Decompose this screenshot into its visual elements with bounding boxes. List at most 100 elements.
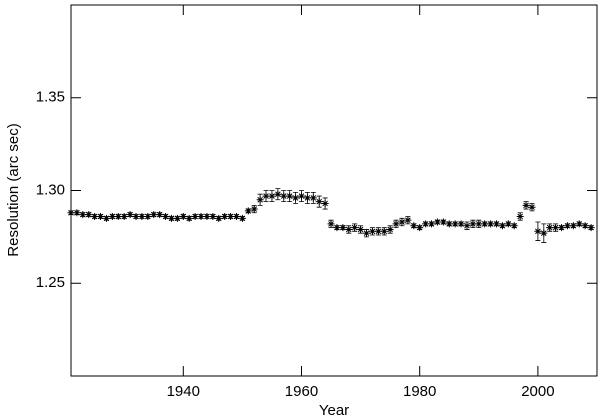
marker: [498, 222, 506, 230]
marker: [215, 214, 223, 222]
marker: [345, 225, 353, 233]
marker: [510, 222, 518, 230]
marker: [167, 214, 175, 222]
y-tick-label: 1.35: [36, 89, 65, 106]
marker: [581, 222, 589, 230]
marker: [587, 224, 595, 232]
marker: [475, 220, 483, 228]
marker: [179, 212, 187, 220]
marker: [203, 212, 211, 220]
marker: [162, 212, 170, 220]
marker: [227, 212, 235, 220]
marker: [416, 224, 424, 232]
marker: [528, 203, 536, 211]
marker: [232, 212, 240, 220]
marker: [380, 227, 388, 235]
marker: [126, 211, 134, 219]
marker: [108, 212, 116, 220]
marker: [197, 212, 205, 220]
marker: [262, 192, 270, 200]
marker: [558, 224, 566, 232]
marker: [132, 212, 140, 220]
marker: [540, 229, 548, 237]
marker: [534, 227, 542, 235]
x-tick-label: 1940: [167, 383, 200, 400]
marker: [392, 220, 400, 228]
plot-frame: [70, 4, 598, 377]
marker: [546, 224, 554, 232]
marker: [493, 220, 501, 228]
marker: [469, 220, 477, 228]
marker: [102, 214, 110, 222]
marker: [209, 212, 217, 220]
marker: [173, 214, 181, 222]
marker: [386, 225, 394, 233]
marker: [185, 214, 193, 222]
marker: [303, 194, 311, 202]
marker: [575, 220, 583, 228]
marker: [321, 199, 329, 207]
marker: [439, 218, 447, 226]
marker: [516, 212, 524, 220]
marker: [363, 229, 371, 237]
marker: [280, 192, 288, 200]
marker: [404, 216, 412, 224]
x-axis-label: Year: [319, 402, 349, 419]
marker: [144, 212, 152, 220]
marker: [398, 218, 406, 226]
marker: [368, 227, 376, 235]
marker: [256, 196, 264, 204]
marker: [274, 190, 282, 198]
marker: [250, 205, 258, 213]
marker: [433, 218, 441, 226]
marker: [428, 220, 436, 228]
marker: [463, 222, 471, 230]
marker: [445, 220, 453, 228]
y-tick-label: 1.25: [36, 274, 65, 291]
marker: [73, 209, 81, 217]
marker: [522, 201, 530, 209]
marker: [97, 212, 105, 220]
marker: [504, 220, 512, 228]
marker: [357, 225, 365, 233]
marker: [333, 224, 341, 232]
marker: [315, 198, 323, 206]
marker: [374, 227, 382, 235]
marker: [292, 194, 300, 202]
marker: [191, 212, 199, 220]
marker: [156, 211, 164, 219]
marker: [339, 224, 347, 232]
marker: [120, 212, 128, 220]
marker: [150, 211, 158, 219]
marker: [563, 222, 571, 230]
marker: [238, 214, 246, 222]
marker: [309, 194, 317, 202]
marker: [487, 220, 495, 228]
marker: [552, 224, 560, 232]
marker: [327, 220, 335, 228]
x-tick-label: 1960: [285, 383, 318, 400]
marker: [410, 222, 418, 230]
marker: [79, 211, 87, 219]
marker: [244, 207, 252, 215]
marker: [85, 211, 93, 219]
marker: [569, 222, 577, 230]
marker: [67, 209, 75, 217]
marker: [91, 212, 99, 220]
marker: [138, 212, 146, 220]
marker: [351, 224, 359, 232]
marker: [286, 192, 294, 200]
marker: [451, 220, 459, 228]
marker: [221, 212, 229, 220]
x-tick-label: 2000: [521, 383, 554, 400]
marker: [114, 212, 122, 220]
marker: [422, 220, 430, 228]
marker: [457, 220, 465, 228]
marker: [268, 192, 276, 200]
x-tick-label: 1980: [403, 383, 436, 400]
y-axis-label: Resolution (arc sec): [5, 123, 22, 256]
marker: [297, 192, 305, 200]
marker: [481, 220, 489, 228]
